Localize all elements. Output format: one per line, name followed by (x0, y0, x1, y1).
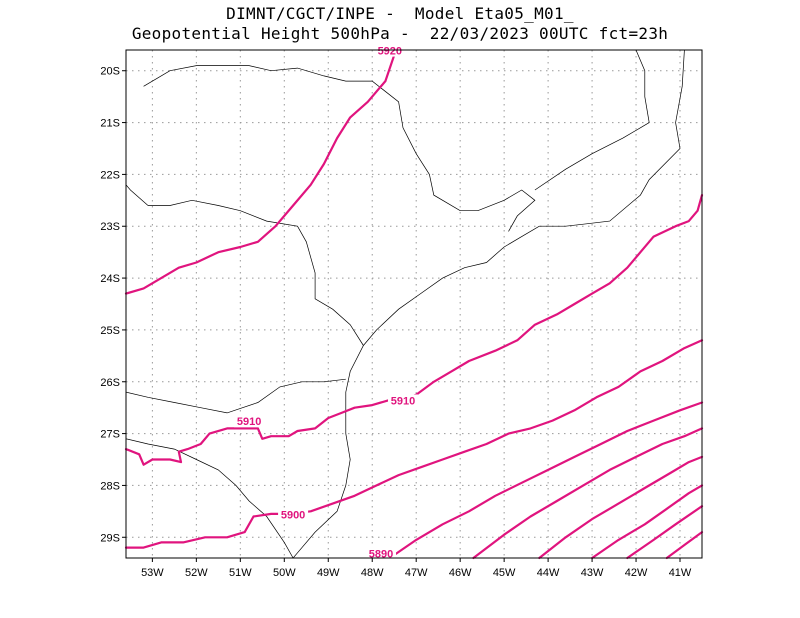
grid-lines (126, 50, 702, 558)
boundary-border-ms (125, 184, 149, 206)
x-tick-label: 45W (493, 567, 516, 579)
x-axis-ticks: 53W 52W 51W 50W 49W 48W 47W 46W 45W 44W 43W 42W 41W (141, 558, 692, 579)
y-axis-ticks: 20S 21S 22S 23S 24S 25S 26S 27S 28S 29S (100, 66, 126, 544)
contour-line-c2 (124, 194, 704, 466)
y-tick-label: 23S (100, 221, 120, 233)
contour-line-c7 (591, 484, 704, 560)
contour-line-c1 (124, 54, 396, 295)
map-boundaries (125, 49, 685, 559)
contour-label: 5910 (237, 416, 261, 428)
y-tick-label: 24S (100, 273, 120, 285)
contour-label: 5920 (378, 46, 402, 58)
contour-label: 5890 (369, 548, 393, 560)
x-tick-label: 48W (361, 567, 384, 579)
x-tick-label: 42W (625, 567, 648, 579)
x-tick-label: 50W (273, 567, 296, 579)
x-tick-label: 46W (449, 567, 472, 579)
contour-line-c9 (665, 531, 704, 560)
contour-label: 5910 (391, 395, 415, 407)
y-tick-label: 28S (100, 480, 120, 492)
chart-title-line-2: Geopotential Height 500hPa - 22/03/2023 … (131, 24, 669, 43)
y-tick-label: 27S (100, 429, 120, 441)
contour-line-c8 (626, 505, 704, 560)
x-tick-label: 47W (405, 567, 428, 579)
boundary-border-mg-es (534, 49, 650, 191)
contour-line-c5 (472, 427, 704, 560)
contour-label-bg (366, 547, 397, 560)
x-tick-label: 43W (581, 567, 604, 579)
x-tick-label: 44W (537, 567, 560, 579)
contour-line-c3 (124, 339, 704, 549)
contour-label: 5900 (281, 510, 305, 522)
contour-line-c6 (538, 455, 704, 560)
boundary-coast (292, 49, 685, 559)
x-tick-label: 49W (317, 567, 340, 579)
x-tick-label: 41W (669, 567, 692, 579)
boundary-border-pr-sc (125, 378, 346, 414)
contour-label-bg (278, 508, 309, 521)
y-tick-label: 29S (100, 532, 120, 544)
x-tick-label: 52W (185, 567, 208, 579)
boundary-border-pr-sp (148, 199, 364, 346)
x-tick-label: 51W (229, 567, 252, 579)
y-tick-label: 22S (100, 169, 120, 181)
y-tick-label: 20S (100, 66, 120, 78)
y-tick-label: 21S (100, 118, 120, 130)
contour-label-bg (374, 44, 405, 57)
y-tick-label: 25S (100, 325, 120, 337)
y-tick-label: 26S (100, 377, 120, 389)
contour-lines (124, 54, 704, 560)
contour-label-bg (388, 394, 419, 407)
contour-label-bg (234, 415, 265, 428)
boundary-border-sc-rs (125, 438, 294, 559)
boundary-border-sp-mg (143, 65, 536, 232)
chart-title-line-1: DIMNT/CGCT/INPE - Model Eta05_M01_ (226, 4, 574, 23)
contour-labels: 5910 5910 5900 5890 5920 (234, 44, 419, 560)
contour-line-c4 (388, 401, 704, 560)
x-tick-label: 53W (141, 567, 164, 579)
plot-frame (125, 49, 703, 559)
